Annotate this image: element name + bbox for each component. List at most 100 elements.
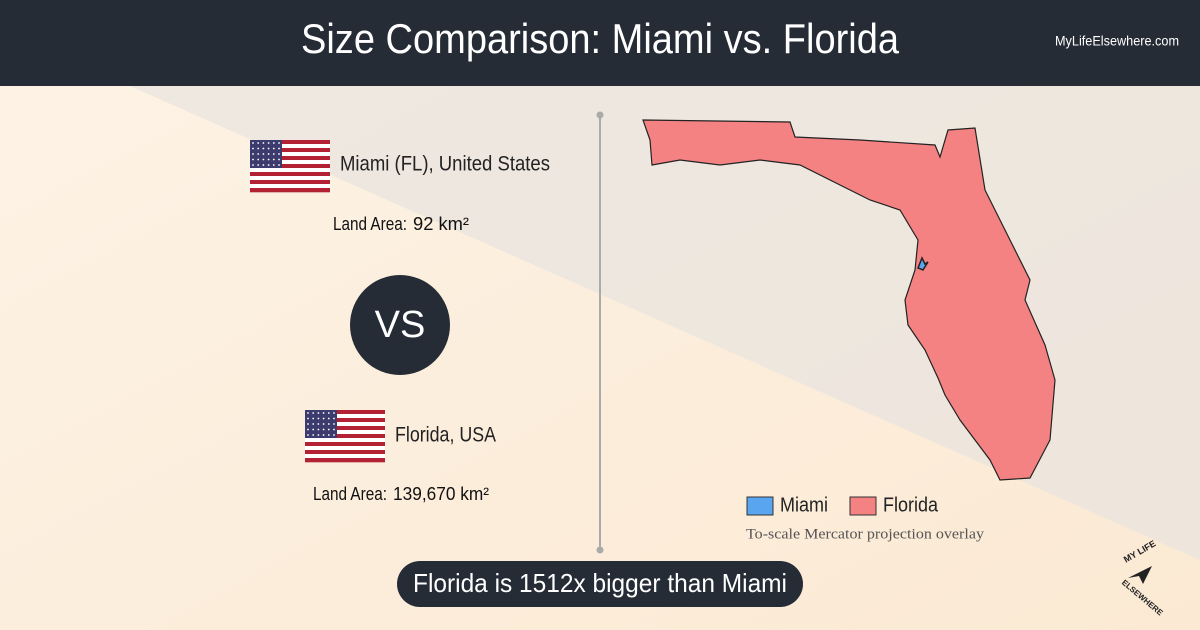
- flag-star: [272, 142, 275, 144]
- flag-star: [312, 412, 315, 414]
- flag-stripe: [250, 144, 330, 149]
- flag-star: [317, 412, 320, 414]
- flag-star: [312, 423, 315, 425]
- flag-star: [312, 428, 315, 431]
- flag-stripe: [250, 188, 330, 193]
- flag-star: [257, 153, 260, 155]
- flag: [250, 140, 330, 193]
- flag-star: [267, 147, 270, 150]
- flag-star: [272, 153, 275, 155]
- flag-star: [333, 423, 335, 425]
- flag-star: [333, 412, 335, 414]
- divider-dot: [596, 111, 604, 119]
- flag-stripe: [305, 418, 385, 423]
- area-value: 139,670 km²: [393, 484, 489, 504]
- flag-star: [333, 417, 335, 420]
- flag-star: [317, 423, 320, 425]
- flag-star: [278, 142, 280, 144]
- flag-star: [252, 147, 254, 150]
- flag-star: [278, 164, 280, 166]
- flag-star: [327, 423, 330, 425]
- flag-stripe: [250, 160, 330, 165]
- flag-star: [262, 147, 265, 150]
- flag-star: [317, 428, 320, 431]
- flag-stripe: [305, 438, 385, 443]
- flag-star: [267, 153, 270, 155]
- banner-pill: [397, 561, 803, 607]
- legend-swatch: [849, 496, 877, 516]
- area-value: 92 km²: [413, 214, 469, 234]
- flag-star: [262, 142, 265, 144]
- flag-stripe: [250, 172, 330, 177]
- place-name: Florida, USA: [395, 424, 496, 447]
- flag-stripe: [250, 176, 330, 181]
- flag-stripe: [305, 426, 385, 431]
- flag-star: [322, 428, 325, 431]
- logo-bottom: ELSEWHERE: [1120, 578, 1165, 618]
- divider-dot: [596, 546, 604, 554]
- flag-star: [252, 164, 254, 166]
- vs-circle: [350, 275, 450, 375]
- flag-star: [252, 142, 254, 144]
- flag-star: [257, 142, 260, 144]
- flag-star: [327, 434, 330, 436]
- flag-star: [307, 428, 309, 431]
- flag-star: [272, 147, 275, 150]
- flag-stripe: [305, 454, 385, 459]
- flag-star: [262, 158, 265, 161]
- flag-star: [252, 153, 254, 155]
- flag-stripe: [305, 450, 385, 455]
- header-bar: [0, 0, 1200, 86]
- flag-star: [278, 147, 280, 150]
- flag-star: [327, 428, 330, 431]
- flag-star: [278, 153, 280, 155]
- legend-note: To-scale Mercator projection overlay: [746, 526, 985, 542]
- banner-text: Florida is 1512x bigger than Miami: [413, 568, 787, 598]
- flag-stripe: [305, 430, 385, 435]
- flag-canton: [250, 140, 282, 168]
- miami-shape: [917, 256, 929, 271]
- flag-star: [317, 417, 320, 420]
- flag-stripe: [250, 152, 330, 157]
- flag-star: [312, 434, 315, 436]
- flag-star: [267, 164, 270, 166]
- legend-swatch: [746, 496, 774, 516]
- flag-stripe: [250, 180, 330, 185]
- flag-star: [307, 423, 309, 425]
- area-label: Land Area:: [333, 214, 407, 234]
- flag-stripe: [250, 156, 330, 161]
- flag-stripe: [305, 458, 385, 463]
- flag-star: [267, 158, 270, 161]
- title: Size Comparison: Miami vs. Florida: [301, 15, 900, 62]
- flag-star: [262, 164, 265, 166]
- flag-star: [252, 158, 254, 161]
- flag-stripe: [305, 414, 385, 419]
- flag-star: [327, 412, 330, 414]
- flag-star: [262, 153, 265, 155]
- flag-stripe: [305, 422, 385, 427]
- flag: [305, 410, 385, 463]
- logo-plane: [1128, 566, 1152, 584]
- place-name: Miami (FL), United States: [340, 153, 550, 176]
- flag-stripe: [305, 446, 385, 451]
- flag-stripe: [250, 184, 330, 189]
- flag-stripe: [305, 442, 385, 447]
- flag-stripe: [250, 164, 330, 169]
- flag-star: [333, 434, 335, 436]
- flag-stripe: [305, 434, 385, 439]
- flag-star: [317, 434, 320, 436]
- flag-star: [278, 158, 280, 161]
- flag-star: [272, 164, 275, 166]
- site-name: MyLifeElsewhere.com: [1055, 33, 1179, 49]
- vs-text: VS: [375, 304, 426, 346]
- flag-star: [307, 412, 309, 414]
- flag-stripe: [250, 168, 330, 173]
- flag-star: [322, 434, 325, 436]
- flag-star: [257, 147, 260, 150]
- flag-star: [333, 428, 335, 431]
- area-label: Land Area:: [313, 484, 387, 504]
- flag-star: [322, 412, 325, 414]
- flag-star: [272, 158, 275, 161]
